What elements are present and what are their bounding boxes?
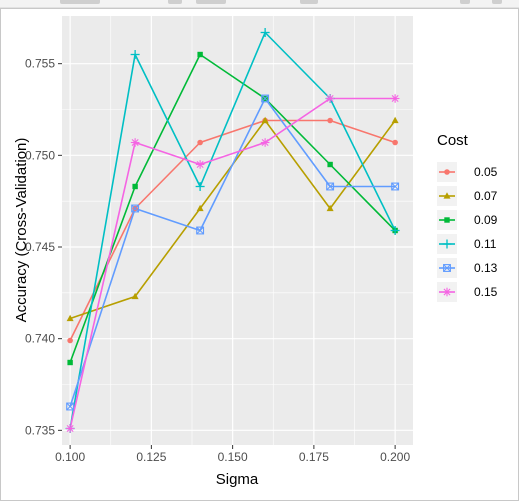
legend-label: 0.11 (474, 237, 497, 251)
x-tick-label: 0.100 (55, 450, 85, 464)
legend-label: 0.13 (474, 261, 498, 275)
y-tick-label: 0.755 (25, 57, 55, 71)
data-point-0.15 (390, 94, 400, 103)
x-axis: 0.100 0.125 0.150 0.175 0.200 (55, 445, 410, 464)
legend: Cost 0.05 0.07 0.09 0.11 0.13 0.15 (437, 132, 498, 302)
series-line-0.05 (69, 119, 396, 341)
data-point-0.05 (197, 139, 203, 146)
legend-item: 0.09 (437, 210, 498, 230)
y-axis: 0.735 0.740 0.745 0.750 0.755 (25, 57, 62, 437)
x-tick-label: 0.150 (218, 450, 248, 464)
legend-label: 0.15 (474, 285, 498, 299)
legend-label: 0.07 (474, 189, 498, 203)
x-tick-label: 0.175 (299, 450, 329, 464)
data-point-0.11 (195, 182, 205, 191)
series-line-0.13 (69, 97, 396, 407)
series-lines (69, 31, 396, 429)
data-point-0.05 (327, 117, 333, 124)
legend-item: 0.11 (437, 234, 497, 254)
y-axis-title: Accuracy (Cross-Validation) (13, 138, 30, 323)
legend-key-marker (443, 192, 451, 199)
legend-item: 0.13 (437, 258, 498, 278)
y-tick-label: 0.750 (25, 148, 55, 162)
legend-item: 0.05 (437, 162, 498, 182)
data-point-0.13 (131, 204, 140, 213)
legend-key-marker (444, 169, 450, 175)
legend-key-marker (442, 287, 452, 297)
data-point-0.15 (65, 424, 75, 433)
x-tick-label: 0.125 (136, 450, 166, 464)
data-point-0.15 (260, 138, 270, 147)
data-point-0.09 (327, 161, 333, 168)
data-point-0.09 (132, 183, 138, 190)
data-point-0.13 (196, 226, 205, 235)
legend-item: 0.07 (437, 186, 498, 206)
x-axis-title: Sigma (216, 471, 259, 488)
data-point-0.05 (67, 337, 73, 344)
data-point-0.15 (130, 138, 140, 147)
data-point-0.07 (66, 314, 74, 322)
legend-label: 0.09 (474, 213, 498, 227)
data-point-0.13 (66, 402, 75, 411)
data-point-0.15 (195, 160, 205, 169)
legend-key-marker (442, 239, 452, 249)
legend-item: 0.15 (437, 282, 498, 302)
data-point-0.11 (260, 28, 270, 37)
data-point-0.07 (391, 116, 399, 124)
data-point-0.13 (326, 182, 335, 191)
minor-gridlines (62, 16, 413, 445)
data-point-0.07 (131, 292, 139, 300)
series-line-0.09 (69, 53, 396, 363)
data-point-0.13 (391, 182, 400, 191)
legend-key-marker (444, 217, 450, 223)
data-point-0.15 (325, 94, 335, 103)
data-point-0.07 (261, 116, 269, 124)
data-point-0.13 (261, 94, 270, 103)
series-line-0.11 (69, 31, 396, 429)
y-tick-label: 0.745 (25, 240, 55, 254)
x-tick-label: 0.200 (380, 450, 410, 464)
data-point-0.11 (390, 226, 400, 235)
major-gridlines (62, 16, 413, 445)
y-tick-label: 0.740 (25, 332, 55, 346)
y-tick-label: 0.735 (25, 423, 55, 437)
series-line-0.15 (69, 97, 396, 429)
legend-key-marker (443, 264, 451, 272)
data-point-0.09 (67, 359, 73, 366)
legend-title: Cost (437, 132, 469, 149)
data-point-0.07 (326, 204, 334, 212)
data-point-0.09 (197, 51, 203, 58)
window-top-strip (0, 0, 519, 8)
series-points (65, 28, 400, 433)
data-point-0.07 (196, 204, 204, 212)
data-point-0.05 (392, 139, 398, 146)
data-point-0.11 (130, 50, 140, 59)
legend-label: 0.05 (474, 165, 498, 179)
